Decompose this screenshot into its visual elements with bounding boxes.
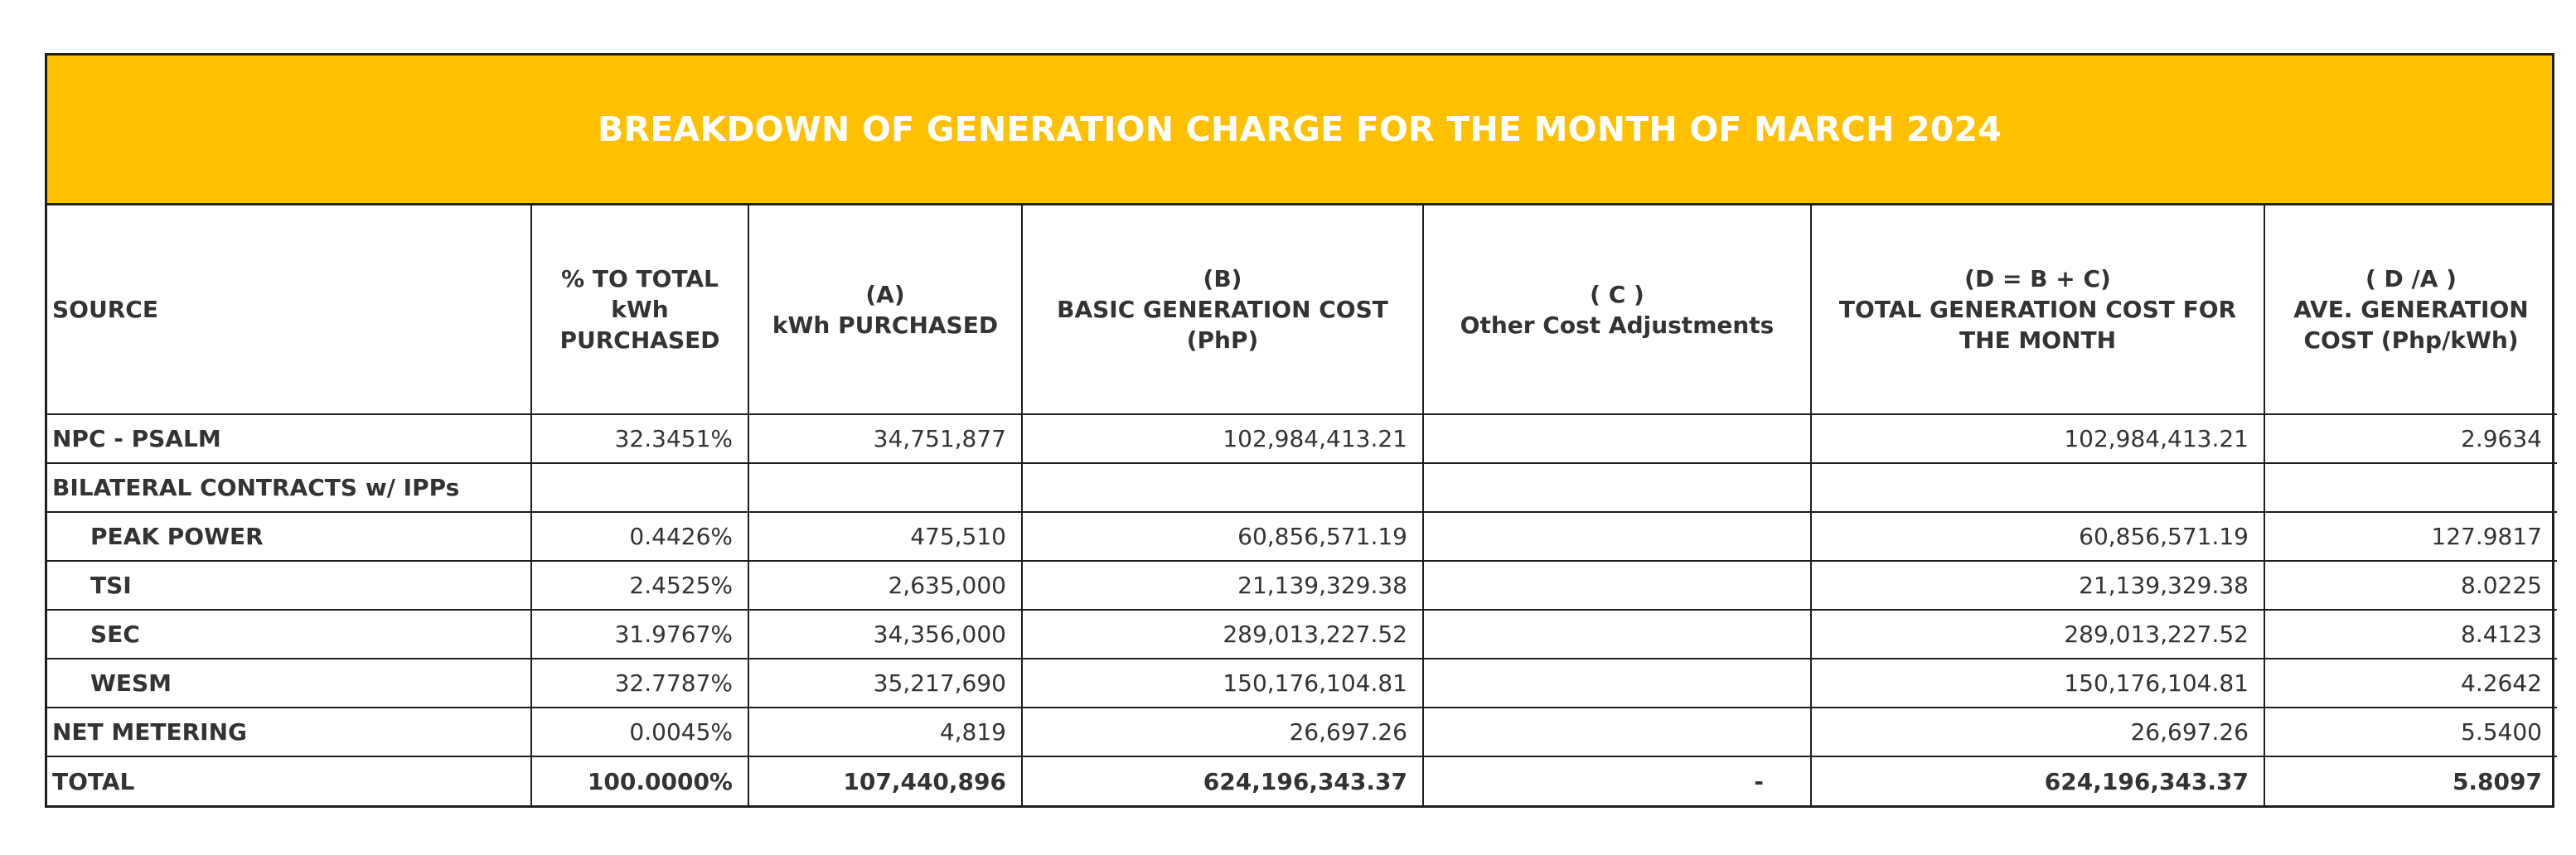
header-basic-generation-cost: (B) BASIC GENERATION COST (PhP) — [1021, 205, 1424, 415]
header-total-line-2: TOTAL GENERATION COST FOR — [1838, 296, 2237, 323]
total-row: TOTAL 100.0000% 107,440,896 624,196,343.… — [47, 756, 2557, 805]
cell-ave-cost: 2.9634 — [2264, 413, 2557, 464]
table-row: TSI 2.4525% 2,635,000 21,139,329.38 21,1… — [47, 560, 2557, 611]
cell-source: NET METERING — [47, 707, 532, 757]
header-kwh-line-1: (A) — [865, 280, 905, 308]
table-row: PEAK POWER 0.4426% 475,510 60,856,571.19… — [47, 511, 2557, 562]
generation-charge-table: SOURCE % TO TOTAL kWh PURCHASED (A) kWh … — [47, 205, 2557, 805]
cell-other-adjustments: - — [1422, 756, 1812, 805]
cell-ave-cost: 8.4123 — [2264, 609, 2557, 659]
cell-basic-cost — [1021, 462, 1424, 513]
cell-kwh: 35,217,690 — [748, 658, 1023, 708]
cell-other-adjustments — [1422, 707, 1812, 757]
cell-source: SEC — [47, 609, 532, 659]
cell-other-adjustments — [1422, 658, 1812, 708]
header-total-generation-cost: (D = B + C) TOTAL GENERATION COST FOR TH… — [1810, 205, 2265, 415]
cell-kwh: 34,356,000 — [748, 609, 1023, 659]
table-row: SEC 31.9767% 34,356,000 289,013,227.52 2… — [47, 609, 2557, 659]
cell-source: WESM — [47, 658, 532, 708]
header-pct-line-1: % TO TOTAL — [561, 265, 719, 292]
sheet-title: BREAKDOWN OF GENERATION CHARGE FOR THE M… — [598, 109, 2002, 149]
header-source: SOURCE — [47, 205, 532, 415]
header-other-cost-adjustments: ( C ) Other Cost Adjustments — [1422, 205, 1812, 415]
header-basic-line-1: (B) — [1203, 265, 1242, 292]
cell-other-adjustments — [1422, 609, 1812, 659]
header-total-line-1: (D = B + C) — [1964, 265, 2111, 292]
cell-ave-cost: 8.0225 — [2264, 560, 2557, 611]
cell-basic-cost: 624,196,343.37 — [1021, 756, 1424, 805]
cell-source: NPC - PSALM — [47, 413, 532, 464]
table-row: WESM 32.7787% 35,217,690 150,176,104.81 … — [47, 658, 2557, 708]
cell-total-cost: 60,856,571.19 — [1810, 511, 2265, 562]
cell-basic-cost: 26,697.26 — [1021, 707, 1424, 757]
cell-basic-cost: 60,856,571.19 — [1021, 511, 1424, 562]
cell-pct: 0.0045% — [530, 707, 749, 757]
cell-total-cost: 21,139,329.38 — [1810, 560, 2265, 611]
cell-pct: 100.0000% — [530, 756, 749, 805]
header-other-line-2: Other Cost Adjustments — [1460, 311, 1775, 339]
cell-basic-cost: 289,013,227.52 — [1021, 609, 1424, 659]
header-pct-line-2: kWh — [611, 296, 669, 323]
cell-source: BILATERAL CONTRACTS w/ IPPs — [47, 462, 532, 513]
cell-basic-cost: 150,176,104.81 — [1021, 658, 1424, 708]
header-row: SOURCE % TO TOTAL kWh PURCHASED (A) kWh … — [47, 205, 2557, 415]
cell-ave-cost: 5.8097 — [2264, 756, 2557, 805]
cell-kwh: 34,751,877 — [748, 413, 1023, 464]
cell-total-cost: 289,013,227.52 — [1810, 609, 2265, 659]
cell-kwh: 2,635,000 — [748, 560, 1023, 611]
header-total-line-3: THE MONTH — [1959, 326, 2117, 354]
cell-pct: 0.4426% — [530, 511, 749, 562]
cell-total-cost — [1810, 462, 2265, 513]
cell-kwh: 475,510 — [748, 511, 1023, 562]
cell-kwh: 4,819 — [748, 707, 1023, 757]
cell-ave-cost: 5.5400 — [2264, 707, 2557, 757]
cell-other-adjustments — [1422, 560, 1812, 611]
table-row: NET METERING 0.0045% 4,819 26,697.26 26,… — [47, 707, 2557, 757]
sheet-title-banner: BREAKDOWN OF GENERATION CHARGE FOR THE M… — [47, 56, 2552, 205]
cell-kwh — [748, 462, 1023, 513]
cell-ave-cost: 127.9817 — [2264, 511, 2557, 562]
cell-pct — [530, 462, 749, 513]
cell-other-adjustments — [1422, 413, 1812, 464]
cell-total-cost: 26,697.26 — [1810, 707, 2265, 757]
cell-source: TSI — [47, 560, 532, 611]
cell-source: PEAK POWER — [47, 511, 532, 562]
header-source-line: SOURCE — [52, 296, 158, 323]
cell-source: TOTAL — [47, 756, 532, 805]
cell-pct: 31.9767% — [530, 609, 749, 659]
header-other-line-1: ( C ) — [1590, 280, 1644, 308]
cell-basic-cost: 102,984,413.21 — [1021, 413, 1424, 464]
header-pct-to-total: % TO TOTAL kWh PURCHASED — [530, 205, 749, 415]
header-kwh-purchased: (A) kWh PURCHASED — [748, 205, 1023, 415]
cell-pct: 32.3451% — [530, 413, 749, 464]
cell-ave-cost: 4.2642 — [2264, 658, 2557, 708]
cell-total-cost: 624,196,343.37 — [1810, 756, 2265, 805]
header-basic-line-2: BASIC GENERATION COST — [1057, 296, 1388, 323]
header-ave-line-2: AVE. GENERATION — [2293, 296, 2529, 323]
header-pct-line-3: PURCHASED — [559, 326, 720, 354]
cell-basic-cost: 21,139,329.38 — [1021, 560, 1424, 611]
cell-ave-cost — [2264, 462, 2557, 513]
header-ave-line-3: COST (Php/kWh) — [2303, 326, 2519, 354]
header-ave-generation-cost: ( D /A ) AVE. GENERATION COST (Php/kWh) — [2264, 205, 2557, 415]
cell-other-adjustments — [1422, 511, 1812, 562]
cell-other-adjustments — [1422, 462, 1812, 513]
cell-kwh: 107,440,896 — [748, 756, 1023, 805]
generation-charge-sheet: BREAKDOWN OF GENERATION CHARGE FOR THE M… — [45, 53, 2557, 808]
cell-total-cost: 102,984,413.21 — [1810, 413, 2265, 464]
table-row: NPC - PSALM 32.3451% 34,751,877 102,984,… — [47, 413, 2557, 464]
cell-pct: 32.7787% — [530, 658, 749, 708]
cell-pct: 2.4525% — [530, 560, 749, 611]
header-ave-line-1: ( D /A ) — [2365, 265, 2457, 292]
header-basic-line-3: (PhP) — [1186, 326, 1259, 354]
cell-total-cost: 150,176,104.81 — [1810, 658, 2265, 708]
header-kwh-line-2: kWh PURCHASED — [772, 311, 999, 339]
table-row: BILATERAL CONTRACTS w/ IPPs — [47, 462, 2557, 513]
